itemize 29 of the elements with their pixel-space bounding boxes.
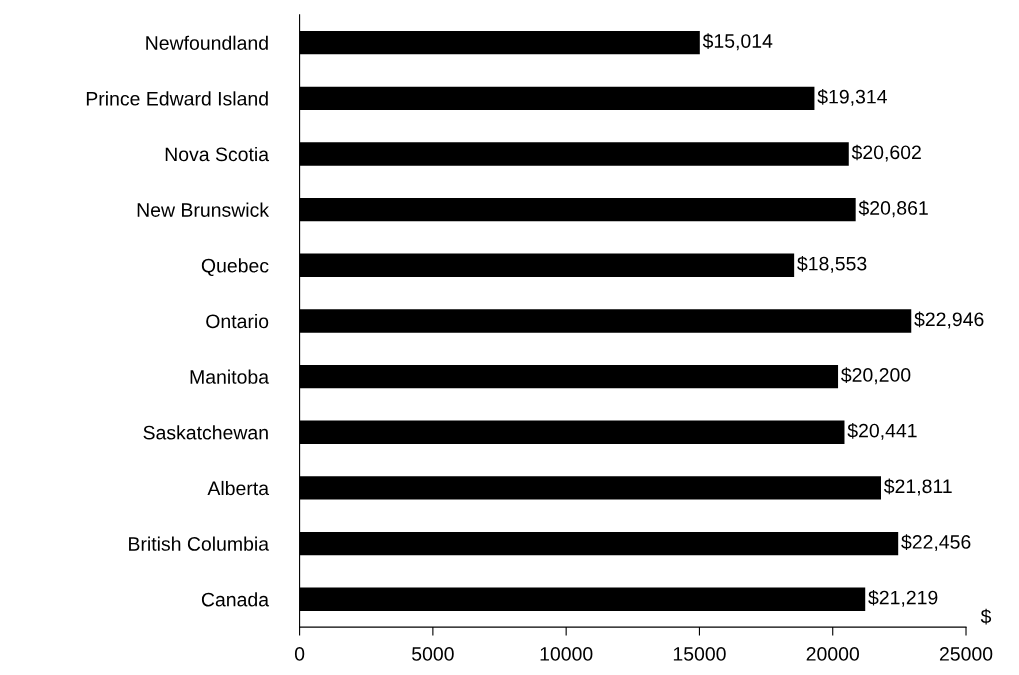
- x-tick-label: 10000: [540, 647, 593, 661]
- y-tick-label: Saskatchewan: [143, 425, 268, 440]
- y-tick-label: Quebec: [201, 258, 269, 277]
- data-label: $22,946: [914, 311, 984, 329]
- x-tick-label: 15000: [673, 647, 726, 661]
- y-tick-label: Nova Scotia: [165, 146, 270, 162]
- data-label: $20,441: [847, 422, 917, 440]
- y-tick-label: Prince Edward Island: [86, 91, 268, 106]
- data-label: $15,014: [702, 33, 773, 51]
- y-tick-label: Manitoba: [190, 369, 270, 384]
- data-label: $21,219: [868, 589, 938, 607]
- data-label: $18,553: [797, 255, 867, 273]
- data-label: $20,200: [841, 367, 911, 385]
- x-tick-label: 0: [294, 647, 305, 661]
- y-tick-label: Alberta: [207, 480, 270, 496]
- y-tick-label: Newfoundland: [146, 35, 268, 50]
- y-tick-label: British Columbia: [129, 536, 270, 551]
- x-tick-label: 25000: [939, 647, 993, 661]
- x-tick-label: 5000: [412, 647, 454, 661]
- y-tick-label: Canada: [201, 592, 270, 607]
- data-label: $20,861: [858, 200, 928, 218]
- x-axis-title: $: [980, 608, 992, 625]
- y-tick-label: Ontario: [206, 313, 269, 329]
- y-tick-label: New Brunswick: [137, 202, 270, 217]
- data-label: $19,314: [817, 88, 887, 106]
- x-tick-label: 20000: [806, 647, 859, 661]
- data-label: $22,456: [901, 534, 971, 552]
- data-label: $20,602: [851, 144, 921, 162]
- data-label: $21,811: [883, 478, 952, 496]
